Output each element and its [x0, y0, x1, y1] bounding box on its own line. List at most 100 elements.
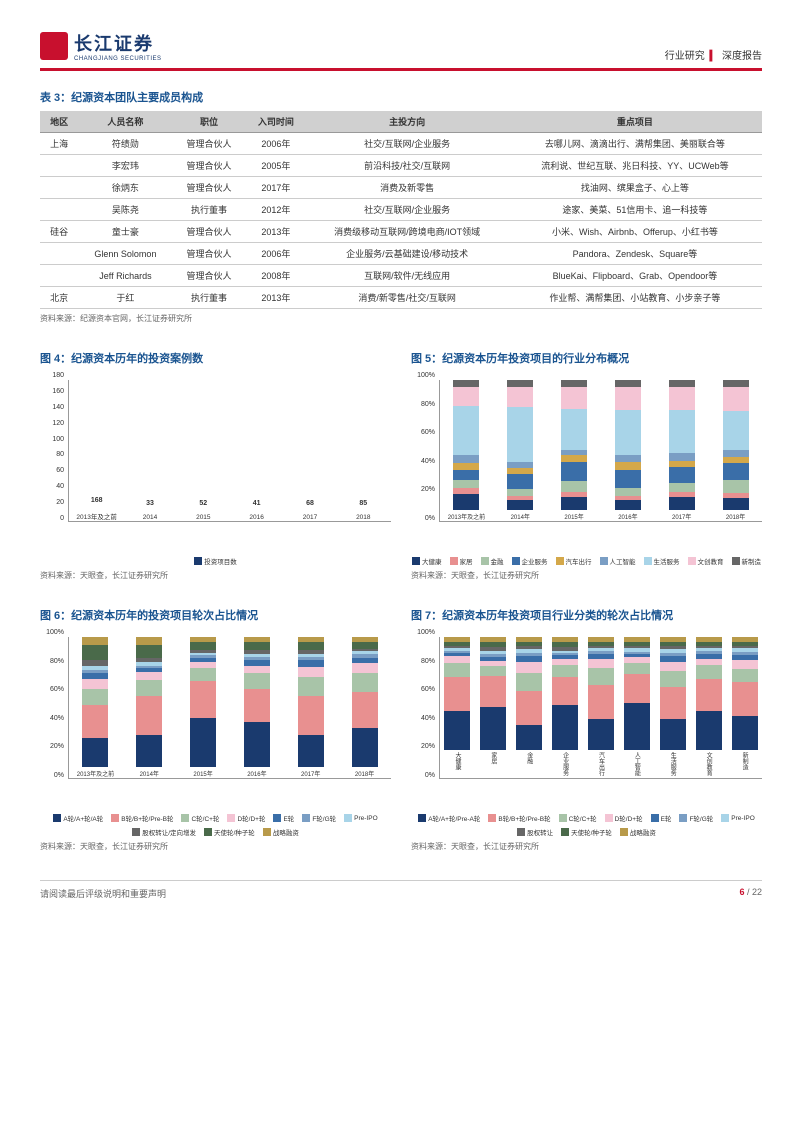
table3: 地区人员名称职位入司时间主投方向重点项目 上海符绩勋管理合伙人2006年社交/互…	[40, 111, 762, 309]
table-cell: 2013年	[245, 221, 306, 243]
legend-item: E轮	[273, 813, 294, 823]
legend-item: 企业服务	[512, 556, 548, 566]
table-cell: 前沿科技/社交/互联网	[306, 155, 507, 177]
legend-item: E轮	[651, 813, 672, 823]
table-cell: Jeff Richards	[78, 265, 172, 287]
legend-item: 战略融资	[620, 827, 656, 837]
table-header: 地区	[40, 111, 78, 133]
table-cell: 符绩勋	[78, 133, 172, 155]
legend-item: 文创教育	[688, 556, 724, 566]
legend-item: C轮/C+轮	[181, 813, 219, 823]
legend-item: 人工智能	[600, 556, 636, 566]
table-cell: 管理合伙人	[173, 177, 246, 199]
stacked-bar	[516, 637, 542, 750]
table-cell	[40, 177, 78, 199]
legend-item: D轮/D+轮	[605, 813, 643, 823]
table-header: 重点项目	[508, 111, 762, 133]
legend-item: 天使轮/种子轮	[204, 827, 255, 837]
chart5-source: 资料来源：天眼查，长江证券研究所	[411, 570, 762, 581]
table-cell: 社交/互联网/企业服务	[306, 199, 507, 221]
stacked-bar	[480, 637, 506, 750]
stacked-bar	[624, 637, 650, 750]
legend-item: 新制造	[732, 556, 762, 566]
stacked-bar	[453, 380, 479, 510]
legend-item: B轮/B+轮/Pre-B轮	[488, 813, 550, 823]
chart5: 图 5：纪源资本历年投资项目的行业分布概况 100%80%60%40%20%0%…	[411, 338, 762, 581]
table-cell: 北京	[40, 287, 78, 309]
chart5-title: 图 5：纪源资本历年投资项目的行业分布概况	[411, 350, 762, 366]
stacked-bar	[298, 637, 324, 767]
legend-item: F轮/G轮	[679, 813, 713, 823]
stacked-bar	[669, 380, 695, 510]
stacked-bar	[561, 380, 587, 510]
disclaimer: 请阅读最后评级说明和重要声明	[40, 887, 166, 900]
stacked-bar	[696, 637, 722, 750]
legend-item: 家居	[450, 556, 473, 566]
legend-item: 大健康	[412, 556, 442, 566]
table-cell: 2012年	[245, 199, 306, 221]
table-cell	[40, 243, 78, 265]
cat2: 深度报告	[722, 51, 762, 62]
table-header: 入司时间	[245, 111, 306, 133]
chart6-source: 资料来源：天眼查，长江证券研究所	[40, 841, 391, 852]
table-cell: 作业帮、满帮集团、小站教育、小步亲子等	[508, 287, 762, 309]
page-num: 6 / 22	[739, 887, 762, 900]
table-cell: BlueKai、Flipboard、Grab、Opendoor等	[508, 265, 762, 287]
legend-item: A轮/A+轮/A轮	[53, 813, 103, 823]
legend-item: 天使轮/种子轮	[561, 827, 612, 837]
table-cell: 硅谷	[40, 221, 78, 243]
stacked-bar	[723, 380, 749, 510]
cat1: 行业研究	[665, 51, 705, 62]
table-cell: 徐炳东	[78, 177, 172, 199]
table-cell: 去哪儿网、滴滴出行、满帮集团、美丽联合等	[508, 133, 762, 155]
legend-item: 汽车出行	[556, 556, 592, 566]
table-header: 职位	[173, 111, 246, 133]
chart7: 图 7：纪源资本历年投资项目行业分类的轮次占比情况 100%80%60%40%2…	[411, 595, 762, 852]
footer: 请阅读最后评级说明和重要声明 6 / 22	[40, 880, 762, 900]
table-cell: 消费及新零售	[306, 177, 507, 199]
table-cell: 童士豪	[78, 221, 172, 243]
chart6: 图 6：纪源资本历年的投资项目轮次占比情况 100%80%60%40%20%0%…	[40, 595, 391, 852]
legend-item: A轮/A+轮/Pre-A轮	[418, 813, 480, 823]
table-cell: 上海	[40, 133, 78, 155]
table-cell: 流利说、世纪互联、兆日科技、YY、UCWeb等	[508, 155, 762, 177]
page-header: 长江证券 CHANGJIANG SECURITIES 行业研究 ▍ 深度报告	[40, 30, 762, 71]
table-cell: 管理合伙人	[173, 155, 246, 177]
chart4: 图 4：纪源资本历年的投资案例数 18016014012010080604020…	[40, 338, 391, 581]
legend-item: 股权转让/定向增发	[132, 827, 196, 837]
table-cell: 管理合伙人	[173, 221, 246, 243]
table-header: 人员名称	[78, 111, 172, 133]
table3-title: 表 3：纪源资本团队主要成员构成	[40, 89, 762, 105]
table-cell: 管理合伙人	[173, 265, 246, 287]
table-cell: 李宏玮	[78, 155, 172, 177]
stacked-bar	[660, 637, 686, 750]
legend-item: 战略融资	[263, 827, 299, 837]
table-cell: 企业服务/云基础建设/移动技术	[306, 243, 507, 265]
header-category: 行业研究 ▍ 深度报告	[665, 47, 762, 62]
table-cell: 2013年	[245, 287, 306, 309]
legend-item: F轮/G轮	[302, 813, 336, 823]
legend-item: B轮/B+轮/Pre-B轮	[111, 813, 173, 823]
table-cell: 消费级移动互联网/跨境电商/IOT领域	[306, 221, 507, 243]
chart6-title: 图 6：纪源资本历年的投资项目轮次占比情况	[40, 607, 391, 623]
table-cell: 消费/新零售/社交/互联网	[306, 287, 507, 309]
legend-item: D轮/D+轮	[227, 813, 265, 823]
stacked-bar	[190, 637, 216, 767]
chart7-source: 资料来源：天眼查，长江证券研究所	[411, 841, 762, 852]
table-cell: 2008年	[245, 265, 306, 287]
table-cell: 找油网、缤果盒子、心上等	[508, 177, 762, 199]
legend-item: 股权转让	[517, 827, 553, 837]
chart4-legend: 投资项目数	[204, 556, 237, 566]
stacked-bar	[588, 637, 614, 750]
chart4-title: 图 4：纪源资本历年的投资案例数	[40, 350, 391, 366]
stacked-bar	[615, 380, 641, 510]
table-cell: 吴陈尧	[78, 199, 172, 221]
table-cell: 执行董事	[173, 199, 246, 221]
stacked-bar	[732, 637, 758, 750]
table-cell: 2006年	[245, 243, 306, 265]
legend-item: 生活服务	[644, 556, 680, 566]
table-cell: Glenn Solomon	[78, 243, 172, 265]
stacked-bar	[352, 637, 378, 767]
legend-item: Pre-IPO	[344, 813, 377, 823]
stacked-bar	[82, 637, 108, 767]
